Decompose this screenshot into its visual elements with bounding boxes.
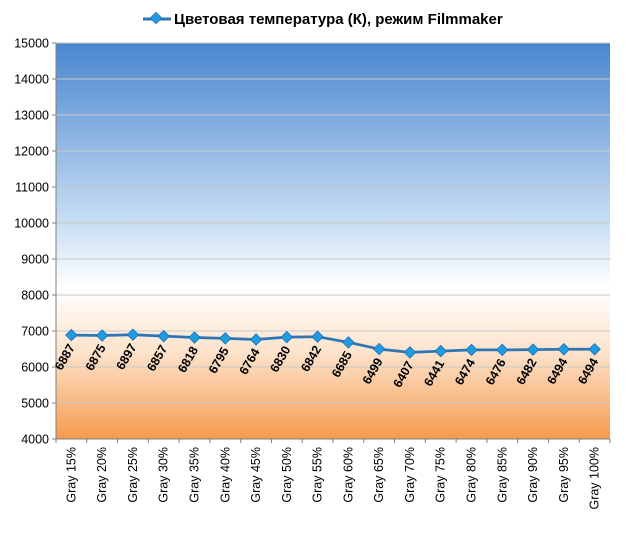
data-point-marker bbox=[434, 344, 447, 358]
x-tick-label: Gray 55% bbox=[311, 447, 325, 503]
data-point-marker bbox=[372, 342, 386, 356]
x-tick-label: Gray 70% bbox=[403, 447, 417, 503]
data-point-marker bbox=[342, 336, 355, 349]
x-tick-label: Gray 95% bbox=[557, 447, 571, 503]
x-tick-label: Gray 80% bbox=[465, 447, 479, 503]
data-point-marker bbox=[280, 330, 294, 344]
x-tick-label: Gray 25% bbox=[126, 447, 140, 503]
y-tick-label: 9000 bbox=[21, 253, 49, 267]
x-tick-label: Gray 60% bbox=[341, 447, 355, 503]
data-point-marker bbox=[526, 343, 540, 356]
data-point-marker bbox=[188, 331, 201, 344]
data-point-marker bbox=[249, 333, 263, 346]
x-tick-label: Gray 50% bbox=[280, 447, 294, 503]
gridlines bbox=[56, 42, 610, 404]
data-point-marker bbox=[95, 329, 109, 342]
x-tick-label: Gray 85% bbox=[495, 447, 509, 503]
data-point-marker bbox=[126, 328, 140, 341]
x-tick-label: Gray 35% bbox=[188, 447, 202, 503]
x-tick-label: Gray 30% bbox=[157, 447, 171, 503]
data-point-marker bbox=[65, 328, 78, 342]
legend-marker-swatch bbox=[149, 11, 163, 25]
data-point-marker bbox=[219, 332, 232, 345]
x-tick-label: Gray 20% bbox=[95, 447, 109, 503]
y-tick-label: 11000 bbox=[15, 181, 49, 195]
x-tick-label: Gray 100% bbox=[588, 447, 602, 510]
y-axis-ticks: 4000 5000 6000 7000 8000 9000 10000 11000 12000 1… bbox=[14, 37, 56, 447]
chart-legend: Цветовая температура (К), режим Filmmake… bbox=[143, 11, 503, 28]
y-tick-label: 4000 bbox=[21, 433, 49, 447]
x-tick-label: Gray 75% bbox=[434, 447, 448, 503]
y-tick-label: 14000 bbox=[14, 73, 49, 87]
y-tick-label: 12000 bbox=[14, 145, 49, 159]
data-point-marker bbox=[588, 342, 601, 356]
data-point-marker bbox=[557, 342, 571, 356]
data-point-marker bbox=[496, 343, 509, 357]
y-tick-label: 8000 bbox=[21, 289, 49, 303]
x-tick-label: Gray 40% bbox=[218, 447, 232, 503]
x-tick-label: Gray 90% bbox=[526, 447, 540, 503]
data-point-marker bbox=[311, 330, 324, 343]
y-tick-label: 13000 bbox=[14, 109, 49, 123]
y-tick-label: 15000 bbox=[14, 37, 49, 51]
y-tick-label: 5000 bbox=[21, 397, 49, 411]
x-axis-ticks: Gray 15% Gray 20% Gray 25% Gray 30% Gray 35%… bbox=[55, 439, 611, 510]
x-tick-label: Gray 15% bbox=[64, 447, 78, 503]
x-tick-label: Gray 45% bbox=[249, 447, 263, 503]
plot-area-background bbox=[56, 43, 610, 439]
data-point-marker bbox=[465, 343, 478, 357]
data-point-marker bbox=[157, 329, 170, 343]
data-point-marker bbox=[403, 346, 417, 359]
y-tick-label: 6000 bbox=[21, 361, 49, 375]
x-tick-label: Gray 65% bbox=[372, 447, 386, 503]
y-tick-label: 10000 bbox=[14, 217, 49, 231]
legend-series-label: Цветовая температура (К), режим Filmmake… bbox=[174, 11, 503, 28]
y-tick-label: 7000 bbox=[21, 325, 49, 339]
